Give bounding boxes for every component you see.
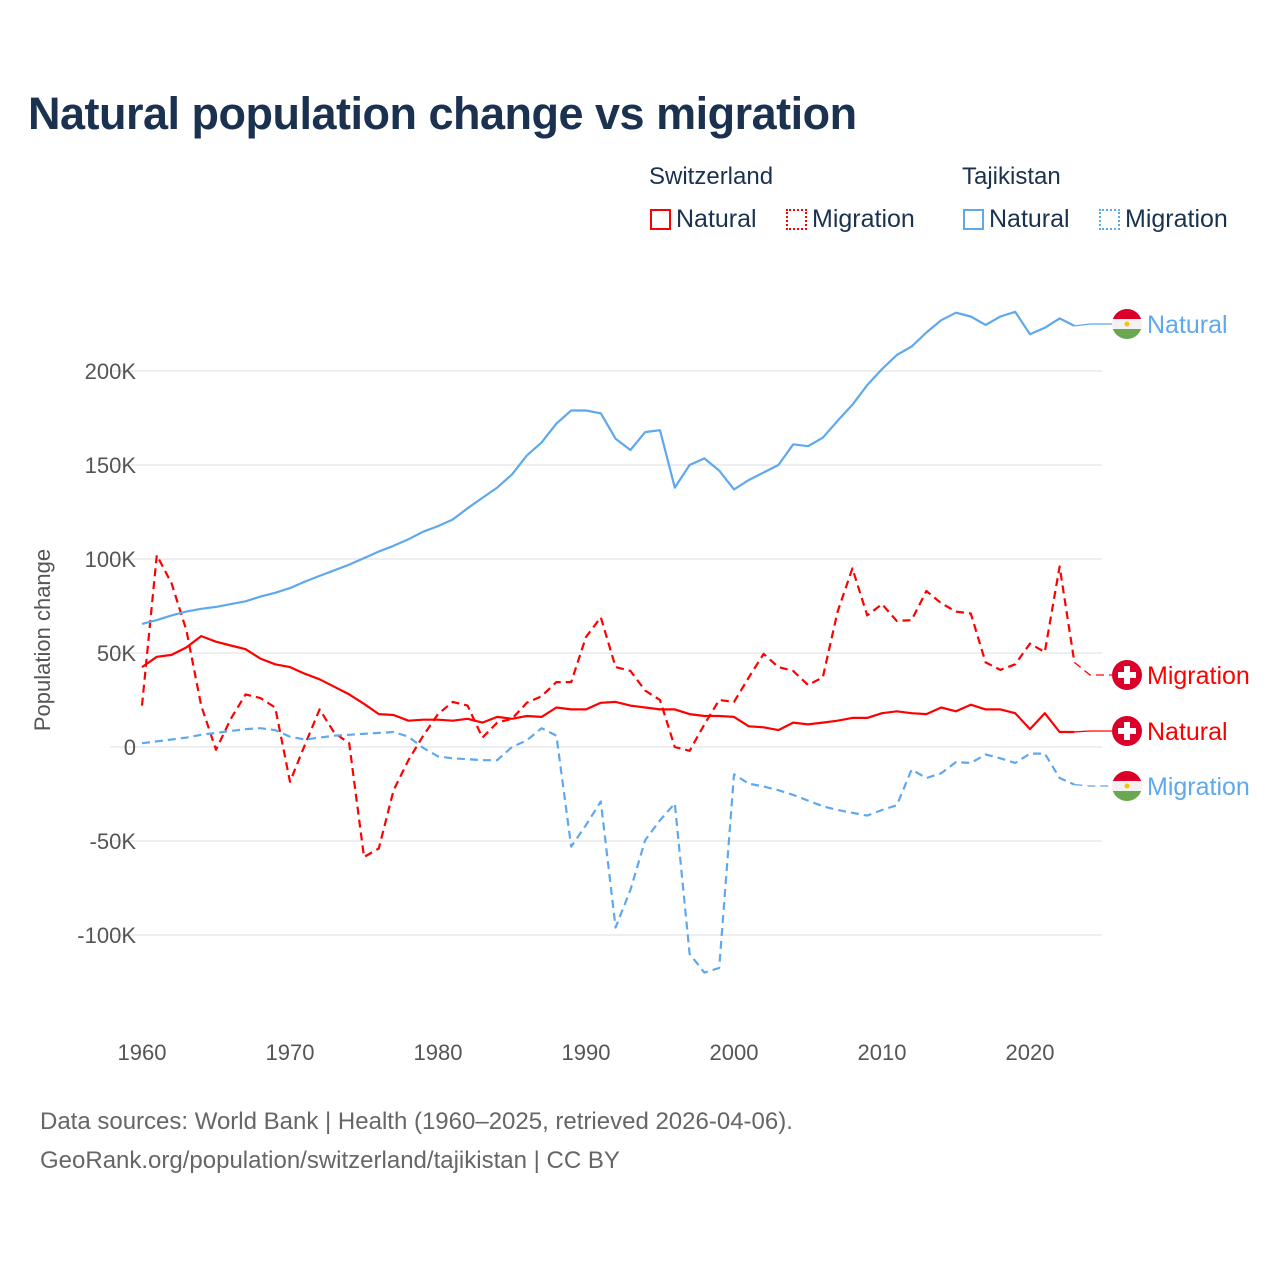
- x-tick-label: 1970: [266, 1040, 315, 1065]
- legend-label: Migration: [812, 205, 915, 233]
- end-label-switzerland-natural: Natural: [1147, 718, 1228, 746]
- chart-title: Natural population change vs migration: [28, 88, 857, 139]
- x-tick-label: 1960: [118, 1040, 167, 1065]
- series-lines: [140, 310, 1112, 974]
- flag-icon-tajikistan: [1112, 771, 1142, 801]
- source-line-2[interactable]: GeoRank.org/population/switzerland/tajik…: [40, 1147, 620, 1174]
- y-tick-label: 0: [124, 735, 136, 760]
- x-tick-label: 2010: [858, 1040, 907, 1065]
- series-line-tajikistan-migration: [141, 727, 1075, 974]
- legend-label: Natural: [989, 205, 1070, 233]
- y-tick-labels: -100K -50K 0 50K 100K 150K 200K: [77, 359, 136, 948]
- legend-tajikistan-natural[interactable]: Natural: [963, 205, 1070, 234]
- y-tick-label: -50K: [90, 829, 137, 854]
- legend-switzerland-migration[interactable]: Migration: [786, 205, 915, 234]
- label-connector: [1073, 661, 1112, 676]
- end-label-tajikistan-natural: Natural: [1147, 311, 1228, 339]
- legend-group-switzerland: Switzerland: [649, 163, 774, 190]
- x-tick-label: 2020: [1006, 1040, 1055, 1065]
- label-connector: [1074, 730, 1112, 733]
- legend-label: Migration: [1125, 205, 1228, 233]
- y-tick-label: 50K: [97, 641, 136, 666]
- legend-swatch-solid-red: [650, 209, 671, 230]
- end-labels: Natural Migration Natural Migration: [1112, 309, 1250, 801]
- legend-swatch-solid-blue: [963, 209, 984, 230]
- flag-icon-tajikistan: [1112, 309, 1142, 339]
- series-line-tajikistan-natural: [141, 310, 1075, 625]
- y-tick-label: 150K: [85, 453, 137, 478]
- series-line-switzerland-migration: [140, 554, 1076, 859]
- source-line-1: Data sources: World Bank | Health (1960–…: [40, 1108, 793, 1135]
- end-label-tajikistan-migration: Migration: [1147, 773, 1250, 801]
- end-label-switzerland-migration: Migration: [1147, 662, 1250, 690]
- label-connector: [1074, 323, 1112, 327]
- legend-switzerland-natural[interactable]: Natural: [650, 205, 757, 234]
- grid-lines: [110, 370, 1102, 936]
- legend-group-tajikistan: Tajikistan: [962, 163, 1061, 190]
- x-tick-labels: 1960 1970 1980 1990 2000 2010 2020: [118, 1040, 1055, 1065]
- legend-swatch-dotted-red: [786, 209, 807, 230]
- flag-icon-switzerland: [1112, 660, 1142, 690]
- label-connector: [1074, 783, 1112, 787]
- legend-swatch-dotted-blue: [1099, 209, 1120, 230]
- x-tick-label: 1980: [414, 1040, 463, 1065]
- flag-icon-switzerland: [1112, 716, 1142, 746]
- legend-label: Natural: [676, 205, 757, 233]
- x-tick-label: 2000: [710, 1040, 759, 1065]
- y-tick-label: -100K: [77, 923, 136, 948]
- legend-tajikistan-migration[interactable]: Migration: [1099, 205, 1228, 234]
- y-axis-label: Population change: [30, 549, 55, 731]
- x-tick-label: 1990: [562, 1040, 611, 1065]
- y-tick-label: 100K: [85, 547, 137, 572]
- series-line-switzerland-natural: [141, 635, 1075, 734]
- y-tick-label: 200K: [85, 359, 137, 384]
